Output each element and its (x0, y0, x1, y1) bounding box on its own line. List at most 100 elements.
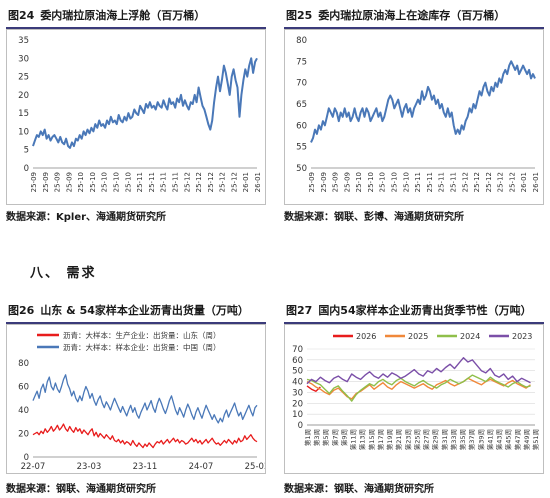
y-tick-label: 40 (292, 378, 303, 388)
series-line (32, 423, 258, 449)
series-line (310, 60, 536, 143)
y-tick-label: 50 (292, 367, 303, 377)
section-heading: 八、 需求 (30, 266, 97, 281)
x-tick-label: 25-10 (101, 172, 109, 192)
x-tick-label: 25-11 (136, 172, 144, 192)
x-tick-label: 25-09 (30, 172, 38, 192)
x-tick-label: 25-09 (343, 172, 351, 192)
x-tick-label: 第27周 (422, 429, 431, 450)
x-tick-label: 25-09 (308, 172, 316, 192)
x-tick-label: 第15周 (367, 429, 376, 450)
y-tick-label: 60 (18, 383, 29, 393)
y-tick-label: 60 (296, 121, 307, 131)
x-tick-label: 第51周 (531, 429, 540, 450)
y-tick-label: 50 (296, 164, 307, 174)
x-tick-label: 26-01 (532, 172, 540, 192)
x-tick-label: 25-11 (148, 172, 156, 192)
x-tick-label: 25-11 (426, 172, 434, 192)
y-tick-label: 15 (18, 109, 29, 119)
legend-label: 2023 (512, 332, 532, 341)
x-tick-label: 25-12 (219, 172, 227, 192)
x-tick-label: 25-12 (485, 172, 493, 192)
figure-number: 图24 (8, 9, 35, 22)
x-tick-label: 第47周 (513, 429, 522, 450)
y-tick-label: 30 (292, 388, 303, 398)
y-tick-label: 80 (18, 359, 29, 369)
y-tick-label: 75 (296, 57, 307, 67)
figure-caption: 委内瑞拉原油海上浮舱（百万桶） (40, 9, 206, 22)
x-tick-label: 25-12 (497, 172, 505, 192)
x-tick-label: 第13周 (358, 429, 367, 450)
x-tick-label: 第21周 (394, 429, 403, 450)
x-tick-label: 25-11 (449, 172, 457, 192)
x-tick-label: 25-09 (320, 172, 328, 192)
x-tick-label: 23-03 (77, 462, 102, 472)
figure-26: 图26 山东 & 54家样本企业沥青出货量（万吨） 0 20 40 60 80 22-07 2… (6, 300, 266, 495)
x-tick-label: 25-12 (207, 172, 215, 192)
chart-frame: 0 20 40 60 80 22-07 23-03 23-11 24-07 25-03 沥青：大样本… (6, 324, 266, 474)
x-tick-label: 第25周 (412, 429, 421, 450)
figure-title: 图27 国内54家样本企业沥青出货季节性（万吨） (284, 300, 544, 324)
y-tick-label: 35 (18, 36, 29, 46)
x-tick-label: 第43周 (495, 429, 504, 450)
x-tick-label: 25-11 (160, 172, 168, 192)
x-tick-label: 25-10 (77, 172, 85, 192)
x-tick-label: 25-12 (230, 172, 238, 192)
x-tick-label: 25-11 (438, 172, 446, 192)
y-tick-label: 20 (292, 399, 303, 409)
x-tick-label: 第33周 (449, 429, 458, 450)
x-tick-label: 23-11 (133, 462, 158, 472)
figure-number: 图25 (286, 9, 313, 22)
chart-fig26: 0 20 40 60 80 22-07 23-03 23-11 24-07 25-03 沥青：大样本… (18, 330, 265, 472)
x-tick-label: 26-01 (254, 172, 262, 192)
x-tick-label: 第35周 (458, 429, 467, 450)
x-tick-label: 25-09 (42, 172, 50, 192)
x-tick-label: 25-10 (124, 172, 132, 192)
y-tick-label: 40 (18, 406, 29, 416)
legend-label: 2026 (356, 332, 376, 341)
y-tick-label: 20 (18, 430, 29, 440)
figure-caption: 山东 & 54家样本企业沥青出货量（万吨） (40, 304, 249, 317)
legend-label: 沥青：大样本：生产企业：出货量：山东（周） (63, 330, 221, 340)
y-tick-label: 0 (24, 164, 29, 174)
x-tick-label: 25-12 (461, 172, 469, 192)
figure-24: 图24 委内瑞拉原油海上浮舱（百万桶） 0 5 10 15 20 25 30 35 25-09 25… (6, 5, 266, 223)
x-tick-label: 第1周 (303, 429, 312, 446)
legend-label: 2025 (408, 332, 428, 341)
y-tick-label: 5 (24, 146, 29, 156)
x-tick-label: 第11周 (349, 429, 358, 450)
y-tick-label: 60 (292, 356, 303, 366)
chart-frame: 50 55 60 65 70 75 80 25-09 25-09 25-09 25-09 25-10 2… (284, 29, 544, 205)
x-tick-label: 25-11 (171, 172, 179, 192)
data-source: 数据来源：钢联、海通期货研究所 (284, 484, 434, 495)
figure-title: 图24 委内瑞拉原油海上浮舱（百万桶） (6, 5, 266, 29)
y-tick-label: 20 (18, 91, 29, 101)
x-tick-label: 第39周 (476, 429, 485, 450)
x-tick-label: 第45周 (504, 429, 513, 450)
x-tick-label: 22-07 (21, 462, 46, 472)
x-tick-label: 第49周 (522, 429, 531, 450)
x-tick-label: 第9周 (339, 429, 348, 446)
x-tick-label: 25-12 (195, 172, 203, 192)
x-tick-label: 第31周 (440, 429, 449, 450)
x-tick-label: 25-09 (65, 172, 73, 192)
figure-title: 图25 委内瑞拉原油海上在途库存（百万桶） (284, 5, 544, 29)
figure-27: 图27 国内54家样本企业沥青出货季节性（万吨） 0 10 20 30 40 50 60 70 第… (284, 300, 544, 495)
x-tick-label: 25-10 (113, 172, 121, 192)
x-tick-label: 25-11 (414, 172, 422, 192)
x-tick-label: 第5周 (321, 429, 330, 446)
figure-number: 图26 (8, 304, 35, 317)
series-line (306, 385, 321, 393)
x-tick-label: 25-10 (89, 172, 97, 192)
y-tick-label: 70 (292, 345, 303, 355)
y-tick-label: 10 (18, 127, 29, 137)
x-tick-label: 第41周 (485, 429, 494, 450)
figure-25: 图25 委内瑞拉原油海上在途库存（百万桶） 50 55 60 65 70 75 80 25-09… (284, 5, 544, 223)
legend-label: 沥青：大样本：样本企业：出货量：中国（周） (63, 342, 221, 352)
y-tick-label: 10 (292, 410, 303, 420)
series-line (306, 357, 531, 385)
x-tick-label: 25-10 (355, 172, 363, 192)
x-tick-label: 25-12 (473, 172, 481, 192)
